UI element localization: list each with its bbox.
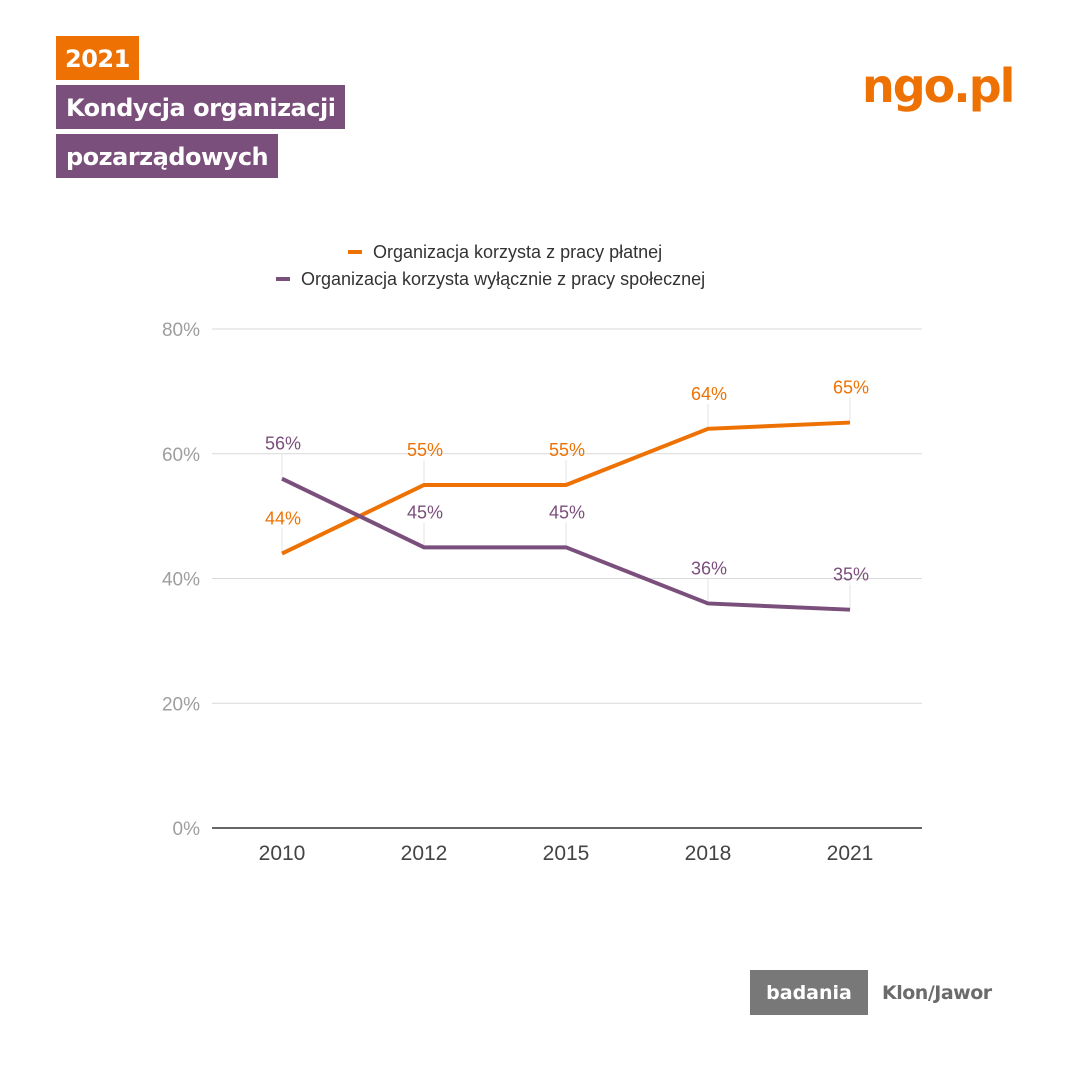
y-tick-label: 0% bbox=[173, 819, 201, 840]
x-tick-label: 2010 bbox=[259, 842, 306, 865]
y-axis-ticks: 0% 20% 40% 60% 80% bbox=[162, 320, 200, 840]
data-label: 45% bbox=[549, 502, 585, 522]
label-leader-lines bbox=[281, 397, 851, 610]
data-label: 35% bbox=[833, 565, 869, 585]
y-tick-label: 20% bbox=[162, 694, 200, 715]
data-labels: 44% 55% 55% 64% 65% 56% 45% 45% 36% 35% bbox=[265, 378, 869, 585]
y-tick-label: 40% bbox=[162, 570, 200, 591]
legend-swatch bbox=[276, 277, 290, 281]
data-label: 56% bbox=[265, 434, 301, 454]
legend-label: Organizacja korzysta z pracy płatnej bbox=[373, 242, 662, 262]
data-label: 45% bbox=[407, 502, 443, 522]
footer-badge: badania bbox=[750, 970, 868, 1015]
data-label: 36% bbox=[691, 558, 727, 578]
data-label: 65% bbox=[833, 378, 869, 398]
x-axis-ticks: 2010 2012 2015 2018 2021 bbox=[259, 842, 874, 865]
series-lines bbox=[281, 420, 851, 612]
gridlines bbox=[212, 328, 922, 829]
year-tag: 2021 bbox=[56, 36, 139, 80]
x-tick-label: 2018 bbox=[685, 842, 732, 865]
data-label: 55% bbox=[407, 440, 443, 460]
legend-label: Organizacja korzysta wyłącznie z pracy s… bbox=[301, 269, 705, 289]
legend-swatch bbox=[348, 250, 362, 254]
x-tick-label: 2012 bbox=[401, 842, 448, 865]
ngo-pl-logo: ngo.pl bbox=[862, 59, 1015, 113]
footer-org-name: Klon/Jawor bbox=[882, 982, 992, 1004]
page-title-line-2: pozarządowych bbox=[56, 134, 279, 178]
data-label: 64% bbox=[691, 384, 727, 404]
x-tick-label: 2021 bbox=[827, 842, 874, 865]
y-tick-label: 80% bbox=[162, 320, 200, 341]
y-tick-label: 60% bbox=[162, 445, 200, 466]
data-label: 44% bbox=[265, 509, 301, 529]
legend: Organizacja korzysta z pracy płatnej Orga… bbox=[276, 242, 705, 289]
page-title-line-1: Kondycja organizacji bbox=[56, 85, 346, 129]
x-tick-label: 2015 bbox=[543, 842, 590, 865]
data-label: 55% bbox=[549, 440, 585, 460]
